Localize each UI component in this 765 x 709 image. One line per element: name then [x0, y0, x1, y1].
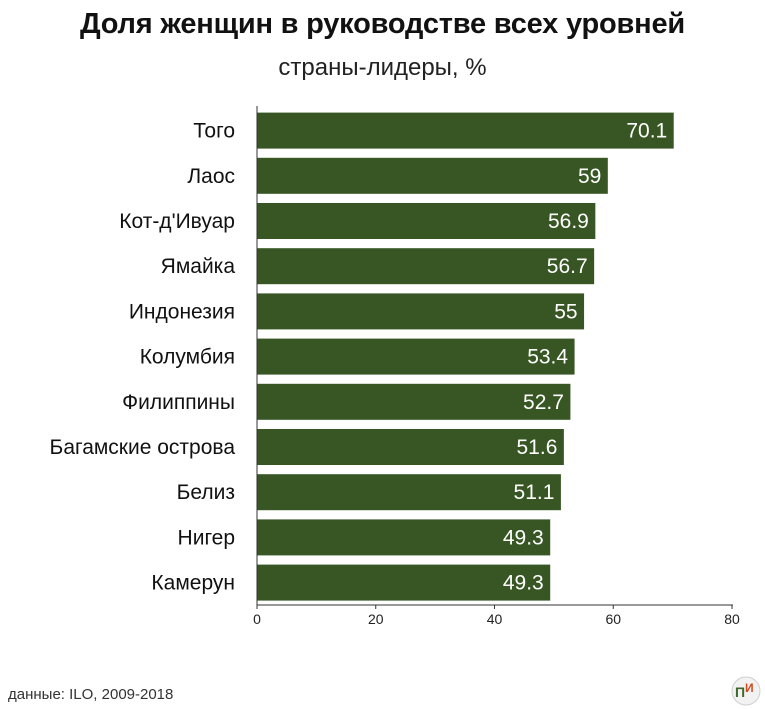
chart-title: Доля женщин в руководстве всех уровней	[79, 8, 686, 40]
publisher-logo: П И	[731, 676, 761, 706]
category-label: Багамские острова	[50, 436, 236, 459]
bar-value-label: 56.7	[547, 255, 588, 278]
category-label: Индонезия	[129, 300, 235, 323]
bar	[257, 293, 585, 330]
bar	[257, 203, 596, 239]
bar	[257, 429, 564, 465]
source-note: данные: ILO, 2009-2018	[8, 686, 174, 703]
x-tick-label: 60	[605, 611, 621, 627]
category-label: Того	[193, 120, 235, 143]
bar	[257, 338, 575, 375]
bar	[257, 564, 551, 601]
bar-value-label: 55	[554, 300, 577, 323]
x-tick-label: 20	[368, 611, 384, 627]
bar-value-label: 51.6	[517, 436, 558, 459]
bar	[257, 519, 551, 556]
category-label: Белиз	[177, 481, 235, 504]
category-label: Филиппины	[122, 391, 235, 414]
bar-value-label: 51.1	[514, 481, 555, 504]
category-label: Ямайка	[161, 255, 236, 278]
x-tick-label: 0	[253, 611, 261, 627]
bar-value-label: 56.9	[548, 210, 589, 233]
category-label: Камерун	[151, 572, 235, 595]
bar-value-label: 70.1	[626, 120, 667, 143]
category-label: Нигер	[178, 526, 235, 549]
bar	[257, 383, 571, 420]
bar-value-label: 49.3	[503, 572, 544, 595]
svg-text:И: И	[745, 681, 754, 695]
bar	[257, 157, 608, 194]
bar	[257, 248, 595, 285]
bar-value-label: 52.7	[523, 391, 564, 414]
bar	[257, 474, 561, 511]
svg-text:П: П	[735, 684, 745, 700]
x-tick-label: 80	[724, 611, 740, 627]
bar-value-label: 53.4	[527, 346, 568, 369]
category-label: Лаос	[187, 165, 235, 188]
bar-value-label: 49.3	[503, 526, 544, 549]
x-tick-label: 40	[487, 611, 503, 627]
category-label: Кот-д'Ивуар	[119, 210, 235, 233]
chart-subtitle: страны-лидеры, %	[278, 54, 487, 81]
category-label: Колумбия	[140, 346, 235, 369]
bar	[257, 112, 674, 149]
bar-value-label: 59	[578, 165, 601, 188]
